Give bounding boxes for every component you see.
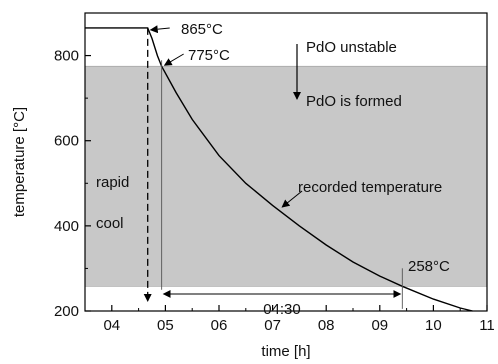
pdo-formed-band bbox=[84, 65, 488, 287]
y-tick-label: 400 bbox=[54, 218, 79, 235]
label-rapid: rapid bbox=[96, 174, 129, 191]
label-recorded-temperature: recorded temperature bbox=[298, 179, 442, 196]
x-tick-label: 08 bbox=[318, 317, 335, 334]
plot-frame bbox=[84, 12, 488, 312]
pointer-775c bbox=[163, 53, 184, 66]
pointer-865c bbox=[149, 25, 170, 34]
y-tick-label: 800 bbox=[54, 48, 79, 65]
x-tick-label: 04 bbox=[103, 317, 120, 334]
recorded-temperature-line bbox=[85, 27, 473, 312]
label-pdo-formed: PdO is formed bbox=[306, 93, 402, 110]
y-tick-label: 600 bbox=[54, 133, 79, 150]
x-axis-ticks: 04 05 06 07 08 09 10 11 bbox=[103, 305, 495, 334]
label-865c: 865°C bbox=[181, 21, 223, 38]
label-258c: 258°C bbox=[408, 258, 450, 275]
y-tick-label: 200 bbox=[54, 303, 79, 320]
series-layer bbox=[85, 27, 473, 312]
label-duration: 04:30 bbox=[263, 301, 301, 318]
y-axis-title: temperature [°C] bbox=[11, 107, 28, 217]
annotation-lines bbox=[143, 25, 403, 309]
label-pdo-unstable: PdO unstable bbox=[306, 39, 397, 56]
x-axis-title: time [h] bbox=[261, 343, 310, 360]
x-tick-label: 07 bbox=[264, 317, 281, 334]
x-tick-label: 09 bbox=[371, 317, 388, 334]
label-cool: cool bbox=[96, 215, 124, 232]
x-tick-label: 06 bbox=[211, 317, 228, 334]
x-tick-label: 05 bbox=[157, 317, 174, 334]
x-tick-label: 11 bbox=[479, 317, 495, 334]
y-axis-ticks: 200 400 600 800 bbox=[54, 12, 91, 320]
pointer-recorded-temperature bbox=[281, 190, 303, 208]
label-775c: 775°C bbox=[188, 47, 230, 64]
x-tick-label: 10 bbox=[425, 317, 442, 334]
